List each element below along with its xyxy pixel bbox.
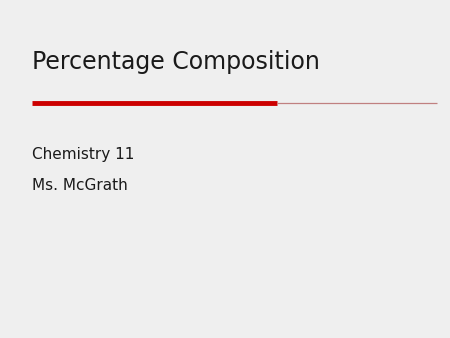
Text: Percentage Composition: Percentage Composition (32, 50, 319, 74)
Text: Ms. McGrath: Ms. McGrath (32, 178, 127, 193)
Text: Chemistry 11: Chemistry 11 (32, 147, 134, 162)
